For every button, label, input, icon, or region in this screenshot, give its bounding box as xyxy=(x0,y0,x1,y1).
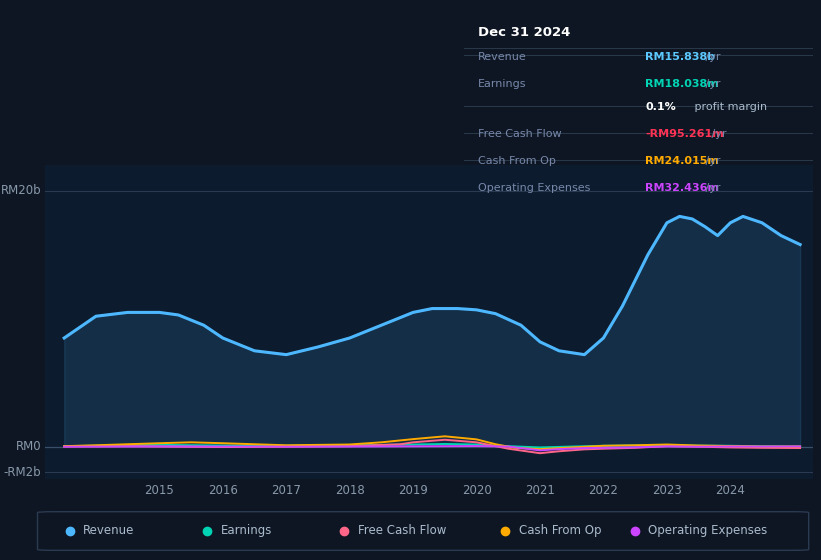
Text: profit margin: profit margin xyxy=(690,102,767,112)
Text: Operating Expenses: Operating Expenses xyxy=(649,524,768,537)
FancyBboxPatch shape xyxy=(38,512,809,550)
Text: /yr: /yr xyxy=(702,156,720,166)
Text: Operating Expenses: Operating Expenses xyxy=(478,183,590,193)
Text: -RM2b: -RM2b xyxy=(3,466,41,479)
Text: /yr: /yr xyxy=(702,78,720,88)
Text: Revenue: Revenue xyxy=(84,524,135,537)
Text: Dec 31 2024: Dec 31 2024 xyxy=(478,26,571,39)
Text: Free Cash Flow: Free Cash Flow xyxy=(358,524,447,537)
Text: RM0: RM0 xyxy=(16,440,41,453)
Text: Cash From Op: Cash From Op xyxy=(478,156,556,166)
Text: Revenue: Revenue xyxy=(478,52,526,62)
Text: /yr: /yr xyxy=(702,183,720,193)
Text: Cash From Op: Cash From Op xyxy=(519,524,601,537)
Text: Free Cash Flow: Free Cash Flow xyxy=(478,129,562,139)
Text: -RM95.261m: -RM95.261m xyxy=(645,129,724,139)
Text: 0.1%: 0.1% xyxy=(645,102,676,112)
Text: Earnings: Earnings xyxy=(221,524,272,537)
Text: /yr: /yr xyxy=(708,129,727,139)
Text: /yr: /yr xyxy=(702,52,720,62)
Text: Earnings: Earnings xyxy=(478,78,526,88)
Text: RM18.038m: RM18.038m xyxy=(645,78,719,88)
Text: RM32.436m: RM32.436m xyxy=(645,183,719,193)
Text: RM24.015m: RM24.015m xyxy=(645,156,719,166)
Text: RM20b: RM20b xyxy=(1,184,41,197)
Text: RM15.838b: RM15.838b xyxy=(645,52,715,62)
